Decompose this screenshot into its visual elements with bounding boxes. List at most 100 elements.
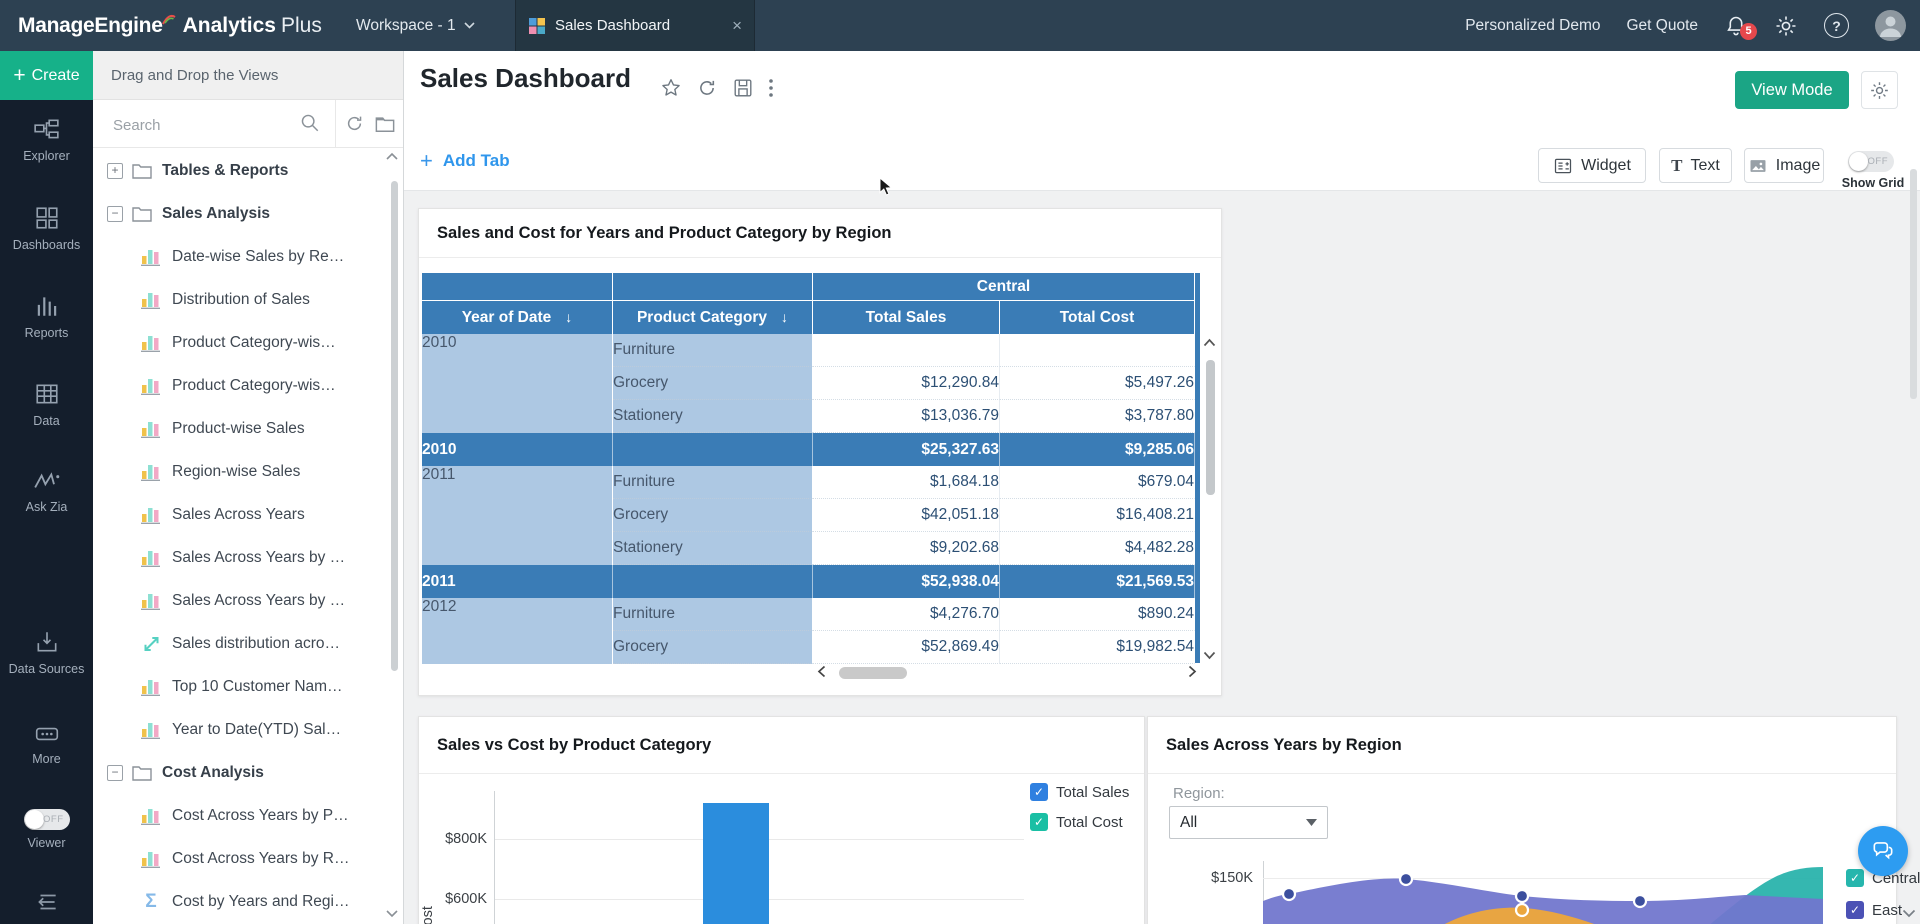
tree-item[interactable]: Cost Across Years by P… <box>93 794 403 837</box>
scroll-right-icon[interactable] <box>1188 665 1197 678</box>
column-header-total-cost[interactable]: Total Cost <box>1000 301 1195 334</box>
search-icon[interactable] <box>300 113 320 133</box>
dashboard-settings-button[interactable] <box>1861 71 1898 109</box>
widget-title: Sales and Cost for Years and Product Cat… <box>437 223 892 242</box>
column-header-total-sales[interactable]: Total Sales <box>813 301 1000 334</box>
tree-folder[interactable]: + Tables & Reports <box>93 149 403 192</box>
refresh-icon[interactable] <box>696 77 718 99</box>
chat-button[interactable] <box>1858 826 1908 876</box>
checkbox-icon[interactable]: ✓ <box>1030 783 1048 801</box>
search-input[interactable] <box>111 110 295 140</box>
collapse-sidebar-button[interactable] <box>0 891 93 920</box>
view-mode-button[interactable]: View Mode <box>1735 71 1849 109</box>
tree-item[interactable]: Distribution of Sales <box>93 278 403 321</box>
favorite-star-icon[interactable] <box>660 77 682 99</box>
create-label: Create <box>31 66 80 84</box>
checkbox-icon[interactable]: ✓ <box>1030 813 1048 831</box>
widget-label: Widget <box>1581 156 1631 174</box>
tree-item[interactable]: Date-wise Sales by Re… <box>93 235 403 278</box>
expand-icon[interactable]: + <box>107 162 123 179</box>
table-vertical-scrollbar[interactable] <box>1202 334 1219 664</box>
settings-button[interactable] <box>1774 14 1798 38</box>
tree-item[interactable]: Product Category-wis… <box>93 321 403 364</box>
help-icon[interactable]: ? <box>1824 13 1849 38</box>
save-icon[interactable] <box>732 77 754 99</box>
category-cell: Grocery <box>613 499 813 532</box>
checkbox-icon[interactable]: ✓ <box>1846 901 1864 919</box>
scroll-left-icon[interactable] <box>817 665 826 678</box>
tree-item[interactable]: Sales Across Years <box>93 493 403 536</box>
legend-total-cost[interactable]: ✓ Total Cost <box>1030 813 1123 831</box>
tree-item[interactable]: Top 10 Customer Nam… <box>93 665 403 708</box>
widget-titlebar: Sales and Cost for Years and Product Cat… <box>419 209 1221 258</box>
table-row: 2012 Furniture $4,276.70 $890.24 <box>422 598 1195 664</box>
tree-folder-label: Cost Analysis <box>162 763 264 781</box>
folder-icon <box>132 206 152 222</box>
tree-item[interactable]: Sales Across Years by … <box>93 579 403 622</box>
tree-item[interactable]: Σ Cost by Years and Regi… <box>93 880 403 923</box>
tree-item[interactable]: Product-wise Sales <box>93 407 403 450</box>
tree-item[interactable]: Cost Across Years by R… <box>93 837 403 880</box>
viewer-toggle-item[interactable]: OFF Viewer <box>0 809 93 850</box>
legend-total-sales[interactable]: ✓ Total Sales <box>1030 783 1129 801</box>
refresh-views-icon[interactable] <box>344 113 365 134</box>
sidebar-item-explorer[interactable]: Explorer <box>0 117 93 163</box>
sidebar-item-reports[interactable]: Reports <box>0 293 93 340</box>
viewer-toggle[interactable]: OFF <box>23 809 70 830</box>
tree-item[interactable]: Product Category-wis… <box>93 364 403 407</box>
views-panel-title: Drag and Drop the Views <box>111 66 279 84</box>
dashboard-tab[interactable]: Sales Dashboard × <box>515 0 755 51</box>
data-sources-icon <box>0 629 93 655</box>
tree-item[interactable]: Region-wise Sales <box>93 450 403 493</box>
tree-item[interactable]: Year to Date(YTD) Sal… <box>93 708 403 751</box>
scroll-down-icon[interactable] <box>1902 909 1916 918</box>
show-grid-toggle[interactable]: OFF <box>1848 151 1894 172</box>
scroll-up-icon[interactable] <box>386 152 398 160</box>
tree-folder[interactable]: − Sales Analysis <box>93 192 403 235</box>
text-button[interactable]: T Text <box>1659 148 1732 183</box>
tree-item[interactable]: Sales distribution acro… <box>93 622 403 665</box>
collapse-icon[interactable]: − <box>107 764 123 781</box>
region-select[interactable]: All <box>1169 806 1328 839</box>
checkbox-icon[interactable]: ✓ <box>1846 869 1864 887</box>
add-tab-button[interactable]: + Add Tab <box>420 150 510 172</box>
main-scrollbar-thumb[interactable] <box>1910 169 1917 399</box>
column-header-year[interactable]: Year of Date ↓ <box>422 301 613 334</box>
avatar[interactable] <box>1875 10 1906 41</box>
column-header-category[interactable]: Product Category ↓ <box>613 301 813 334</box>
sidebar-label: Data <box>33 414 60 428</box>
personalized-demo-link[interactable]: Personalized Demo <box>1465 16 1601 34</box>
scroll-down-icon[interactable] <box>386 910 398 918</box>
sidebar-item-ask-zia[interactable]: Ask Zia <box>0 469 93 514</box>
create-button[interactable]: + Create <box>0 51 93 100</box>
tree-scrollbar-thumb[interactable] <box>391 181 398 671</box>
sidebar-item-more[interactable]: More <box>0 723 93 766</box>
legend-east[interactable]: ✓ East <box>1846 901 1902 919</box>
notifications-button[interactable]: 5 <box>1724 14 1757 40</box>
tree-item[interactable]: Sales Across Years by … <box>93 536 403 579</box>
collapse-icon[interactable]: − <box>107 205 123 222</box>
table-horizontal-scrollbar[interactable] <box>815 663 1199 683</box>
bar-chart-icon <box>140 548 162 568</box>
sidebar-item-data[interactable]: Data <box>0 381 93 428</box>
scrollbar-thumb[interactable] <box>839 667 907 679</box>
scrollbar-thumb[interactable] <box>1206 360 1215 495</box>
tree-folder[interactable]: − Cost Analysis <box>93 751 403 794</box>
folder-icon[interactable] <box>374 114 396 134</box>
close-icon[interactable]: × <box>732 16 742 35</box>
widget-button[interactable]: Widget <box>1538 148 1646 183</box>
widget-titlebar: Sales Across Years by Region <box>1148 717 1896 774</box>
image-button[interactable]: Image <box>1744 148 1824 183</box>
data-table-icon <box>0 381 93 407</box>
sort-icon[interactable]: ↓ <box>565 308 573 325</box>
more-options-icon[interactable] <box>768 77 774 99</box>
sort-icon[interactable]: ↓ <box>781 308 789 325</box>
pivot-table: Central Year of Date ↓ Product Category ↓ Tot… <box>422 273 1195 664</box>
get-quote-link[interactable]: Get Quote <box>1626 16 1698 34</box>
sidebar-item-data-sources[interactable]: Data Sources <box>0 629 93 676</box>
workspace-selector[interactable]: Workspace - 1 <box>356 0 475 51</box>
dashboard-grid-icon <box>529 17 545 34</box>
scroll-up-icon[interactable] <box>1203 338 1216 347</box>
scroll-down-icon[interactable] <box>1203 651 1216 660</box>
sidebar-item-dashboards[interactable]: Dashboards <box>0 205 93 252</box>
